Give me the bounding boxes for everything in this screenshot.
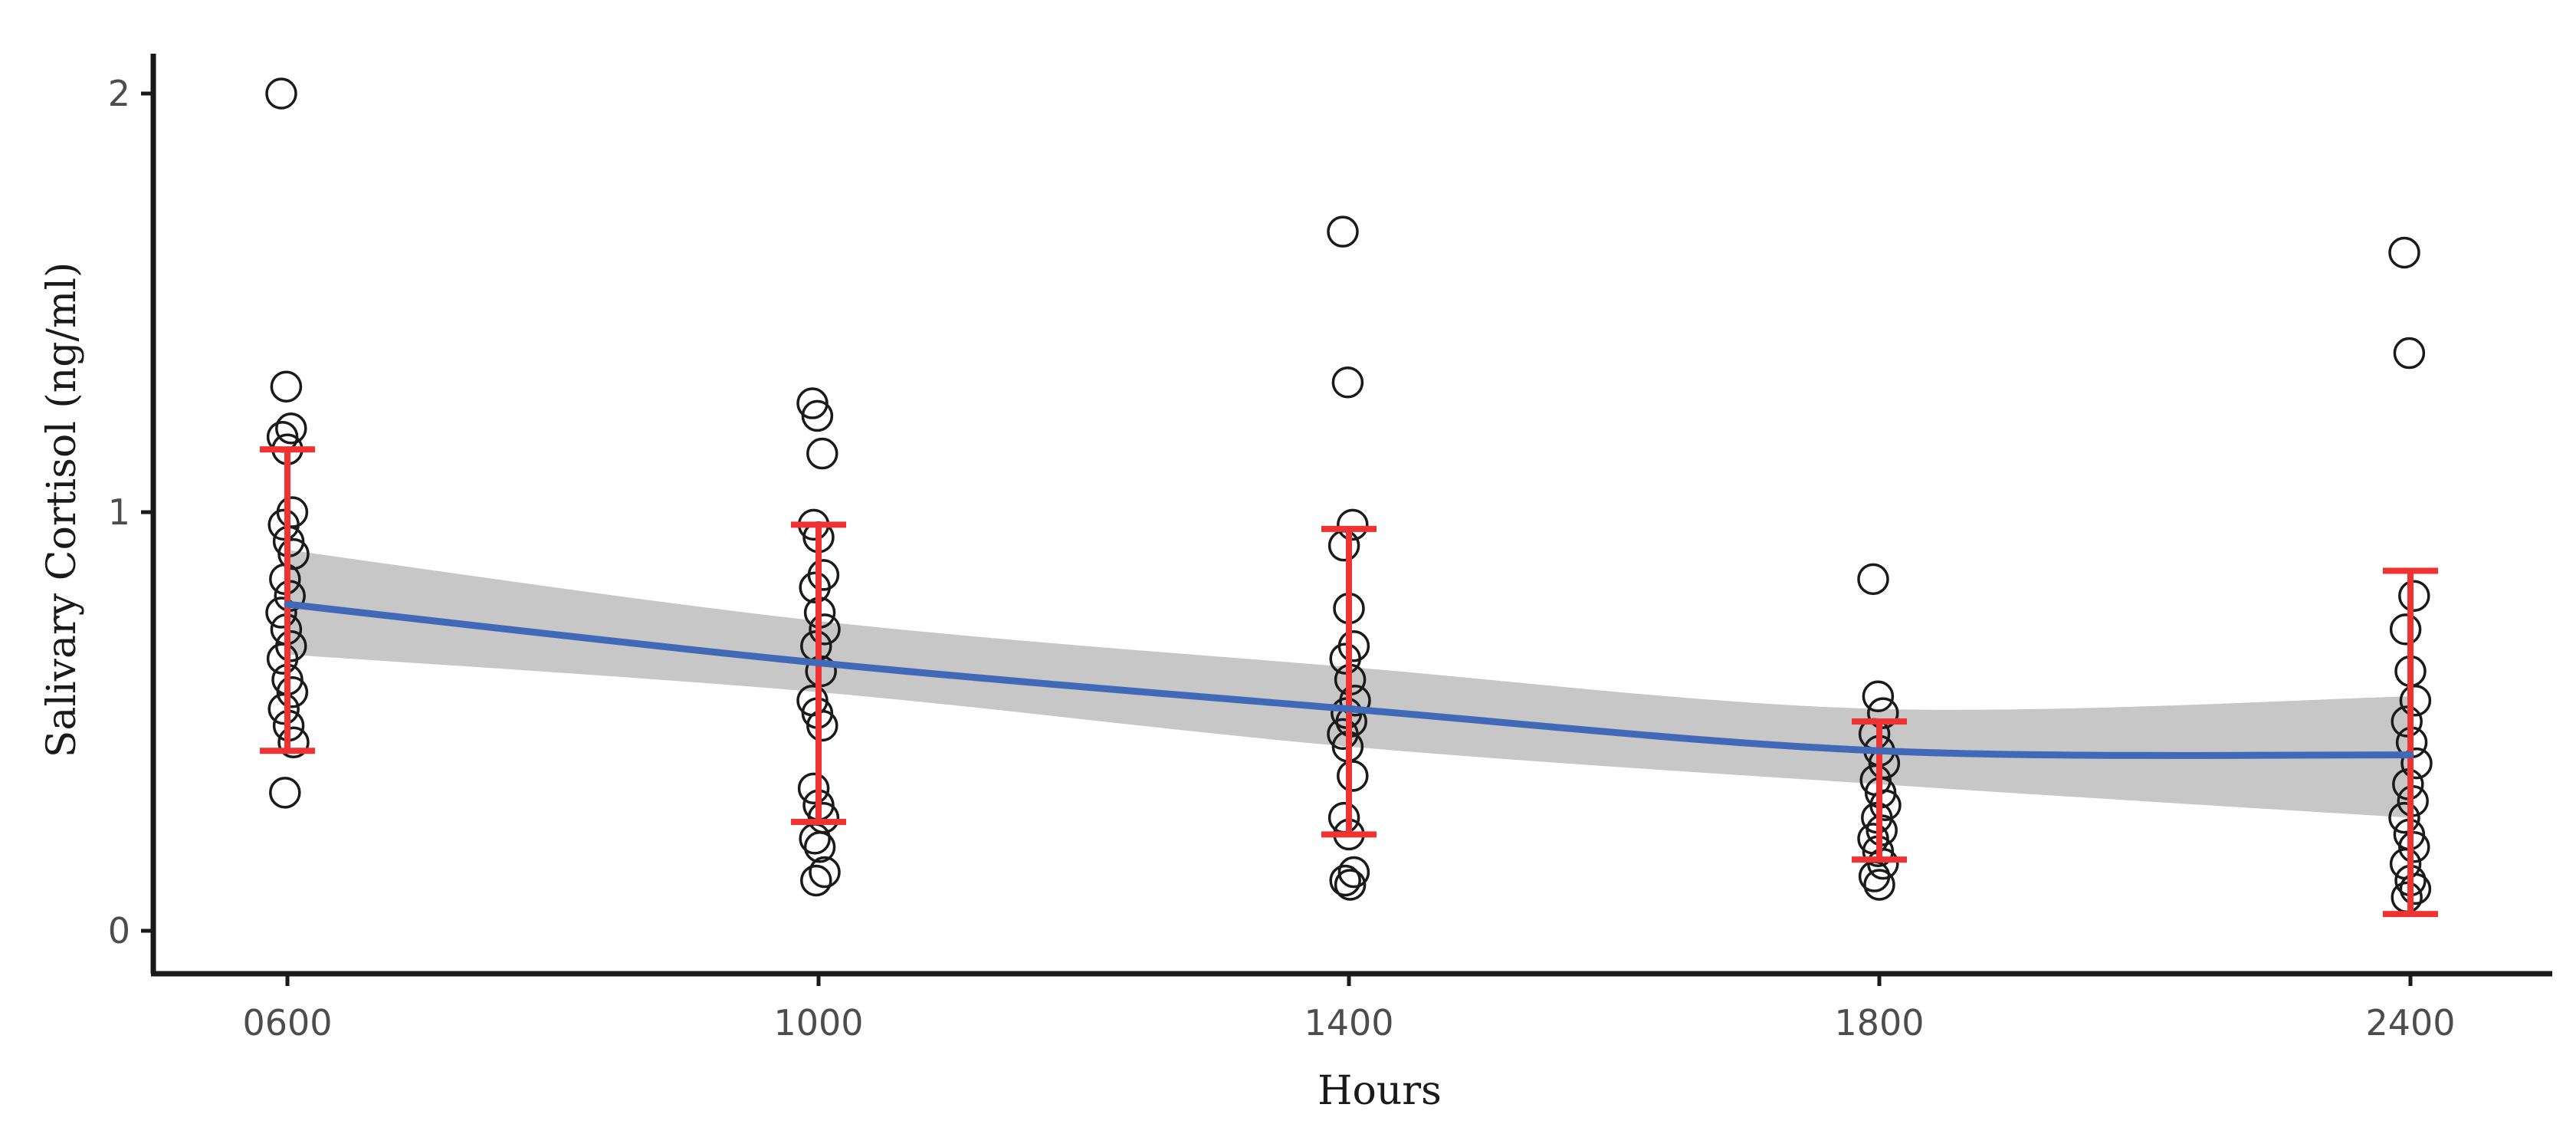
data-point (2388, 236, 2420, 269)
data-point (1331, 366, 1364, 399)
data-point (806, 437, 838, 470)
data-point (269, 777, 301, 809)
labels-layer: 0 1 2 0600 1000 1400 1800 2400 Hours Salivary Cor… (39, 73, 2456, 1114)
x-tick-label: 1400 (1304, 1002, 1393, 1043)
x-axis-title: Hours (1318, 1068, 1442, 1114)
y-axis-title: Salivary Cortisol (ng/ml) (39, 262, 85, 758)
data-point (1329, 864, 1361, 897)
error-bar-layer (260, 446, 2438, 918)
data-point (2391, 705, 2423, 738)
data-point (2388, 801, 2420, 834)
data-point (1334, 869, 1367, 901)
y-tick-label: 2 (108, 73, 130, 114)
data-point (797, 772, 830, 805)
data-point (267, 692, 300, 725)
data-point (2400, 747, 2433, 780)
data-point (1337, 856, 1370, 889)
data-point (1329, 643, 1361, 675)
data-point (275, 412, 307, 445)
data-point (1327, 801, 1360, 834)
x-tick-label: 1800 (1834, 1002, 1924, 1043)
data-point (1337, 508, 1369, 541)
data-point (806, 709, 838, 742)
data-point (799, 571, 831, 604)
data-point (803, 831, 836, 863)
data-point (800, 864, 832, 897)
data-point (2398, 580, 2430, 612)
data-point (265, 77, 297, 110)
x-tick-label: 2400 (2365, 1002, 2455, 1043)
x-tick-label: 1000 (773, 1002, 863, 1043)
data-point (277, 726, 310, 759)
data-point (2389, 613, 2422, 646)
data-point (1327, 215, 1359, 248)
y-tick-label: 0 (108, 910, 130, 951)
data-point (267, 508, 300, 541)
data-point (270, 370, 303, 403)
data-point (809, 856, 841, 889)
data-point (1857, 563, 1889, 596)
x-tick-label: 0600 (242, 1002, 332, 1043)
data-point (1862, 680, 1895, 712)
axes-layer (141, 54, 2552, 986)
data-point (1863, 869, 1895, 901)
data-point (801, 399, 834, 432)
data-point (265, 597, 297, 629)
data-point (2399, 873, 2432, 905)
fit-line-layer (284, 600, 2414, 759)
data-point (809, 613, 841, 646)
y-tick-label: 1 (108, 491, 130, 533)
data-point (266, 643, 299, 675)
data-point (1337, 760, 1369, 792)
data-point (276, 676, 309, 708)
fit-line (284, 600, 2414, 759)
data-point (2391, 881, 2423, 914)
data-point (2399, 684, 2432, 717)
data-point (1867, 697, 1899, 729)
data-point (2393, 337, 2426, 370)
data-point (2398, 831, 2430, 863)
